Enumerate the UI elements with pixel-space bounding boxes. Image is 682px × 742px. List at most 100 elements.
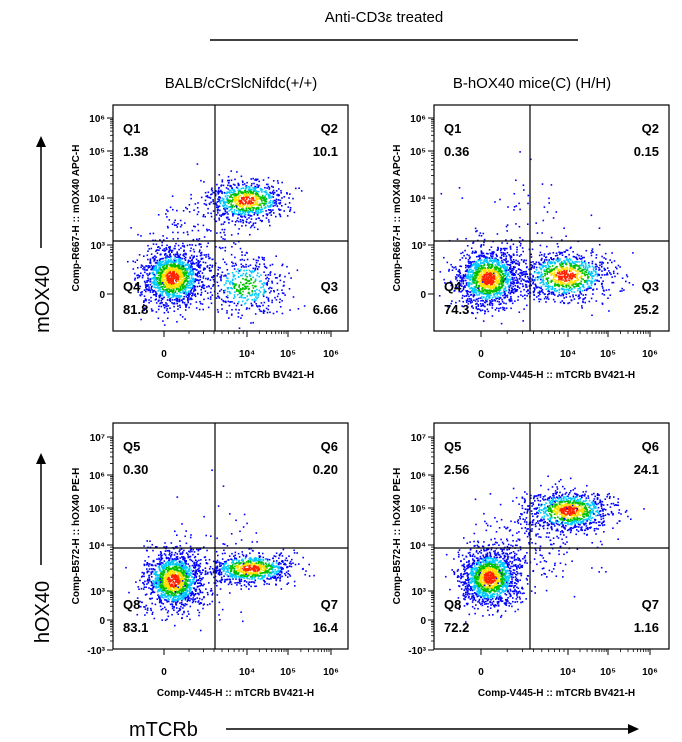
quadrant-q1-percent: 1.38 [123,144,148,159]
y-tick-label: 0 [99,290,105,301]
x-tick-label: 10⁵ [600,667,616,678]
bottom-arrow-head [628,724,639,734]
quadrant-q7-name: Q7 [321,597,338,612]
event-cloud [438,151,634,325]
y-axis-label: Comp-B572-H :: hOX40 PE-H [71,468,82,605]
quadrant-q8-percent: 72.2 [444,620,469,635]
event-cloud [113,469,315,632]
y-tick-label: -10³ [87,646,105,657]
quadrant-q3-percent: 25.2 [634,302,659,317]
y-tick-label: 10³ [412,241,427,252]
y-axis-label: Comp-R667-H :: mOX40 APC-H [392,145,403,292]
quadrant-q1-name: Q1 [444,121,461,136]
y-tick-label: 10⁷ [90,433,105,444]
quadrant-q5-name: Q5 [123,439,140,454]
quadrant-q3-percent: 6.66 [313,302,338,317]
quadrant-q8-percent: 83.1 [123,620,148,635]
row-label-mox40: mOX40 [32,136,54,333]
y-axis-label: Comp-R667-H :: mOX40 APC-H [71,145,82,292]
plot-frame [112,104,349,332]
x-axis-label: Comp-V445-H :: mTCRb BV421-H [157,370,314,381]
quadrant-q6-name: Q6 [642,439,659,454]
quadrant-q4-percent: 81.8 [123,302,148,317]
y-tick-label: 10³ [412,587,427,598]
quadrant-q4-name: Q4 [123,279,141,294]
quadrant-q2-percent: 10.1 [313,144,338,159]
quadrant-q6-name: Q6 [321,439,338,454]
x-tick-label: 10⁴ [239,667,255,678]
quadrant-q3-name: Q3 [642,279,659,294]
y-tick-label: 10⁷ [411,433,426,444]
plot-frame [433,104,670,332]
y-tick-label: 10⁶ [410,471,426,482]
x-tick-label: 10⁶ [323,349,339,360]
x-tick-label: 10⁶ [323,667,339,678]
x-tick-label: 0 [161,667,167,678]
y-tick-label: 10⁶ [89,471,105,482]
x-tick-label: 10⁴ [239,349,255,360]
y-tick-label: 10⁵ [89,504,105,515]
quadrant-q2-name: Q2 [642,121,659,136]
y-tick-label: 10⁵ [410,147,426,158]
flow-plot-4: Q5 2.56 Q6 24.1 Q7 1.16 Q8 72.2 0 10⁴ 10⁵ 10⁶ -10³ 0 1… [392,422,670,699]
y-tick-label: 10⁵ [410,504,426,515]
quadrant-q2-percent: 0.15 [634,144,659,159]
plot-frame [112,422,349,650]
flow-plot-3: Q5 0.30 Q6 0.20 Q7 16.4 Q8 83.1 0 10⁴ 10⁵ 10⁶ -10³ 0 1… [71,422,349,699]
x-axis-label: Comp-V445-H :: mTCRb BV421-H [157,688,314,699]
x-tick-label: 10⁵ [280,349,296,360]
x-tick-label: 10⁵ [280,667,296,678]
quadrant-q5-name: Q5 [444,439,461,454]
x-axis-label: Comp-V445-H :: mTCRb BV421-H [478,370,635,381]
x-tick-label: 10⁵ [600,349,616,360]
column-title-humanized: B-hOX40 mice(C) (H/H) [453,75,611,92]
y-tick-label: 10⁶ [410,114,426,125]
x-tick-label: 0 [478,667,484,678]
plot-frame [433,422,670,650]
y-tick-label: 10⁶ [89,114,105,125]
quadrant-q7-percent: 16.4 [313,620,339,635]
y-tick-label: 10⁴ [89,541,105,552]
x-tick-label: 10⁶ [642,349,658,360]
x-axis-label: Comp-V445-H :: mTCRb BV421-H [478,688,635,699]
quadrant-q4-name: Q4 [444,279,462,294]
quadrant-q6-percent: 0.20 [313,462,338,477]
quadrant-q1-percent: 0.36 [444,144,469,159]
flow-plot-2: Q1 0.36 Q2 0.15 Q3 25.2 Q4 74.3 0 10⁴ 10⁵ 10⁶ 0 10³ 10… [392,104,670,381]
quadrant-q5-percent: 2.56 [444,462,469,477]
y-tick-label: 10⁴ [89,194,105,205]
quadrant-q8-name: Q8 [444,597,461,612]
quadrant-q2-name: Q2 [321,121,338,136]
x-tick-label: 10⁴ [560,349,576,360]
y-tick-label: 10³ [91,241,106,252]
quadrant-q4-percent: 74.3 [444,302,469,317]
row-arrow-mox40-head [36,136,46,147]
quadrant-q6-percent: 24.1 [634,462,659,477]
y-axis-label: Comp-B572-H :: hOX40 PE-H [392,468,403,605]
quadrant-q7-percent: 1.16 [634,620,659,635]
y-tick-label: 0 [99,616,105,627]
y-tick-label: 10³ [91,587,106,598]
bottom-label-mtcrb: mTCRb [129,719,198,741]
quadrant-q3-name: Q3 [321,279,338,294]
event-cloud [445,475,645,623]
treatment-header: Anti-CD3ε treated [325,9,443,26]
y-tick-label: 0 [420,290,426,301]
row-arrow-hox40-head [36,453,46,464]
y-tick-label: 0 [420,616,426,627]
y-tick-label: -10³ [408,646,426,657]
row-label-hox40: hOX40 [32,453,54,643]
event-cloud [127,163,306,331]
x-tick-label: 10⁴ [560,667,576,678]
column-title-wildtype: BALB/cCrSlcNifdc(+/+) [165,75,318,92]
y-tick-label: 10⁴ [410,194,426,205]
row-label-hox40-text: hOX40 [32,581,54,643]
quadrant-q1-name: Q1 [123,121,140,136]
quadrant-q7-name: Q7 [642,597,659,612]
x-tick-label: 10⁶ [642,667,658,678]
quadrant-q5-percent: 0.30 [123,462,148,477]
row-label-mox40-text: mOX40 [32,265,54,333]
flow-plot-1: Q1 1.38 Q2 10.1 Q3 6.66 Q4 81.8 0 10⁴ 10⁵ 10⁶ 0 10³ 10… [71,104,349,381]
column-label-mtcrb: mTCRb [129,719,639,741]
